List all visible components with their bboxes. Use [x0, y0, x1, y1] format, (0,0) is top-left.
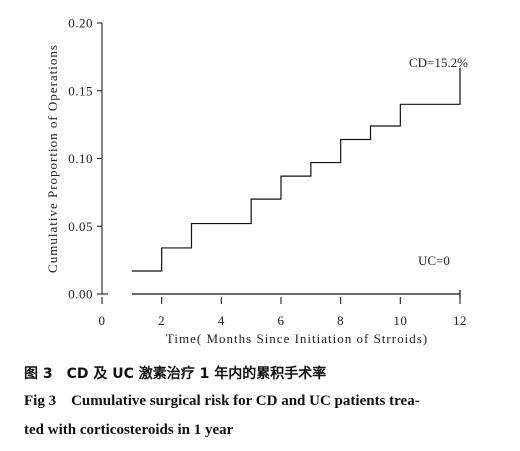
chart: 0.00 0.05 0.10 0.15 0.20 0 2 4 6 8 10 12 Cumulative… — [45, 16, 468, 347]
x-tick-label: 8 — [337, 313, 344, 328]
cd-annotation: CD=15.2% — [409, 55, 468, 70]
y-tick-label: 0.00 — [68, 287, 93, 302]
figure-caption-english-line-1: Fig 3 Cumulative surgical risk for CD an… — [24, 393, 420, 409]
cd-step-line — [131, 67, 461, 272]
y-tick-label: 0.05 — [68, 219, 93, 234]
figure-caption-chinese: 图 3 CD 及 UC 激素治疗 1 年内的累积手术率 — [24, 366, 327, 382]
y-tick-label: 0.10 — [68, 151, 93, 166]
y-tick-label: 0.20 — [68, 16, 93, 31]
x-tick-label: 2 — [158, 313, 165, 328]
x-tick-label: 12 — [453, 313, 467, 328]
axes: 0.00 0.05 0.10 0.15 0.20 0 2 4 6 8 10 12 — [68, 16, 467, 329]
x-axis-label: Time( Months Since Initiation of Strroid… — [166, 331, 428, 346]
series-layer — [131, 67, 461, 298]
x-tick-label: 6 — [278, 313, 285, 328]
y-axis-label: Cumulative Proportion of Operations — [45, 44, 60, 273]
y-tick-label: 0.15 — [68, 83, 93, 98]
x-tick-label: 4 — [218, 313, 225, 328]
figure-caption-english-line-2: ted with corticosteroids in 1 year — [24, 422, 234, 438]
x-tick-label: 0 — [99, 313, 106, 328]
x-tick-label: 10 — [393, 313, 407, 328]
uc-annotation: UC=0 — [418, 253, 450, 268]
